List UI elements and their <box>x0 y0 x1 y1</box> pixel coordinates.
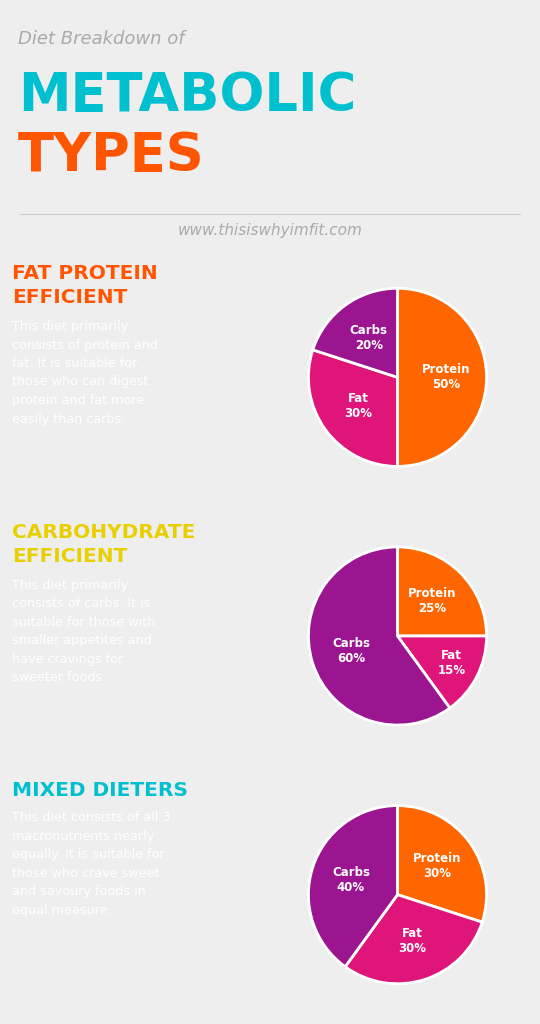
Wedge shape <box>308 350 397 466</box>
Text: This diet consists of all 3
macronutrients nearly
equally. It is suitable for
th: This diet consists of all 3 macronutrien… <box>12 811 171 916</box>
Wedge shape <box>397 806 487 923</box>
Wedge shape <box>308 806 397 967</box>
Text: Protein
25%: Protein 25% <box>408 588 456 615</box>
Text: Diet Breakdown of: Diet Breakdown of <box>18 30 185 48</box>
Text: Carbs
40%: Carbs 40% <box>332 865 370 894</box>
Text: MIXED DIETERS: MIXED DIETERS <box>12 781 188 801</box>
Text: Protein
50%: Protein 50% <box>422 364 471 391</box>
Text: Protein
30%: Protein 30% <box>413 852 461 880</box>
Text: www.thisiswhyimfit.com: www.thisiswhyimfit.com <box>178 223 362 239</box>
Text: Fat
30%: Fat 30% <box>399 928 427 955</box>
Text: TYPES: TYPES <box>18 130 205 182</box>
Text: This diet primarily
consists of protein and
fat. It is suitable for
those who ca: This diet primarily consists of protein … <box>12 319 158 426</box>
Text: METABOLIC: METABOLIC <box>18 70 356 122</box>
Wedge shape <box>397 636 487 708</box>
Text: EFFICIENT: EFFICIENT <box>12 547 127 565</box>
Wedge shape <box>345 895 482 984</box>
Text: Carbs
60%: Carbs 60% <box>332 637 370 666</box>
Text: Fat
30%: Fat 30% <box>344 392 372 420</box>
Text: CARBOHYDRATE: CARBOHYDRATE <box>12 522 195 542</box>
Text: Fat
15%: Fat 15% <box>437 649 465 678</box>
Wedge shape <box>397 547 487 636</box>
Wedge shape <box>397 289 487 466</box>
Text: This diet primarily
consists of carbs. It is
suitable for those with
smaller app: This diet primarily consists of carbs. I… <box>12 579 156 684</box>
Text: Carbs
20%: Carbs 20% <box>350 324 388 351</box>
Text: EFFICIENT: EFFICIENT <box>12 288 127 307</box>
Wedge shape <box>313 289 397 377</box>
Text: FAT PROTEIN: FAT PROTEIN <box>12 264 158 283</box>
Wedge shape <box>308 547 450 725</box>
